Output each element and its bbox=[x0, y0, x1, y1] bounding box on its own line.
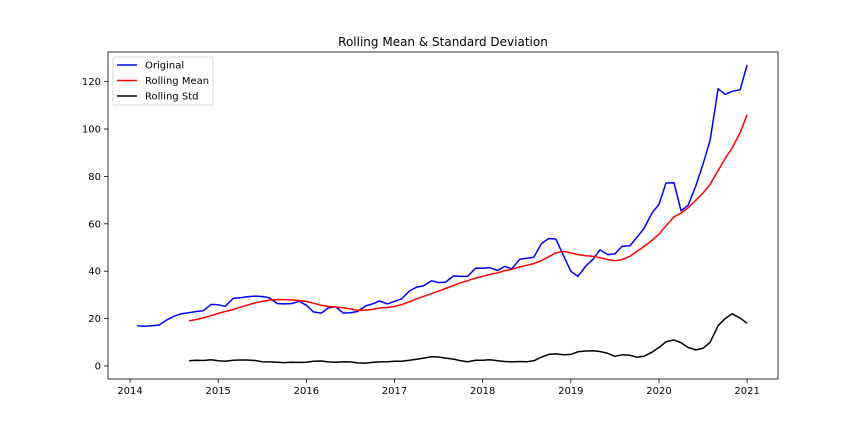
x-tick-label: 2020 bbox=[646, 386, 671, 397]
legend-label: Original bbox=[145, 61, 184, 72]
x-axis: 2014 2015 2016 2017 2018 2019 2020 2021 bbox=[117, 379, 760, 397]
y-tick-label: 100 bbox=[82, 125, 101, 136]
y-tick-label: 120 bbox=[82, 77, 101, 88]
y-axis: 0 20 40 60 80 100 120 bbox=[82, 77, 108, 372]
axes-frame bbox=[107, 51, 779, 380]
x-tick-label: 2019 bbox=[558, 386, 583, 397]
y-tick-label: 40 bbox=[88, 267, 101, 278]
series-line-rolling-mean bbox=[188, 114, 748, 322]
y-tick-label: 20 bbox=[88, 314, 101, 325]
x-tick-label: 2018 bbox=[470, 386, 495, 397]
plot-area bbox=[137, 64, 748, 364]
legend: Original Rolling Mean Rolling Std bbox=[112, 56, 214, 106]
legend-label: Rolling Std bbox=[145, 92, 198, 103]
x-tick-label: 2021 bbox=[734, 386, 759, 397]
legend-box bbox=[112, 56, 214, 106]
y-tick-label: 0 bbox=[95, 361, 101, 372]
x-tick-label: 2017 bbox=[382, 386, 407, 397]
legend-label: Rolling Mean bbox=[145, 76, 209, 87]
y-tick-label: 80 bbox=[88, 172, 101, 183]
series-line-original bbox=[137, 64, 748, 327]
x-tick-label: 2016 bbox=[294, 386, 319, 397]
x-tick-label: 2014 bbox=[117, 386, 142, 397]
series-line-rolling-std bbox=[189, 313, 748, 364]
y-tick-label: 60 bbox=[88, 219, 101, 230]
x-tick-label: 2015 bbox=[205, 386, 230, 397]
chart-title: Rolling Mean & Standard Deviation bbox=[338, 35, 548, 49]
